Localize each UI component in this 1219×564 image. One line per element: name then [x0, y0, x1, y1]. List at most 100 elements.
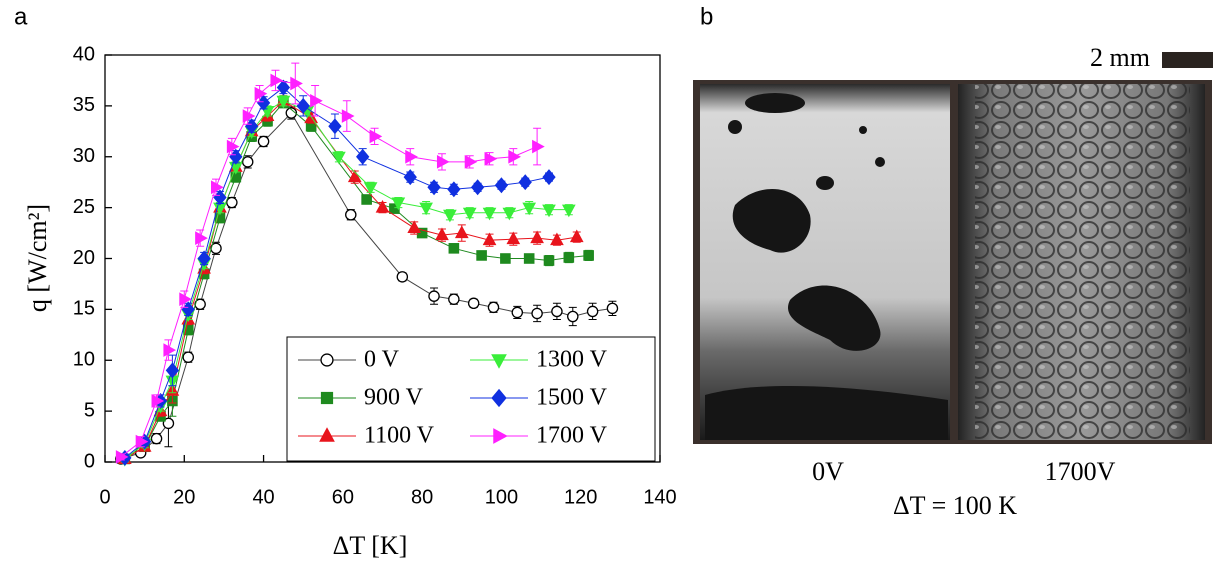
marker — [454, 225, 469, 239]
marker — [543, 255, 555, 266]
marker — [448, 293, 460, 305]
marker — [347, 169, 362, 183]
legend-label: 1500 V — [536, 385, 608, 411]
marker — [416, 227, 428, 239]
x-axis-label: ΔT [K] — [333, 531, 408, 560]
marker — [606, 302, 619, 315]
marker — [197, 250, 211, 267]
marker — [341, 109, 355, 123]
marker — [502, 207, 517, 221]
x-tick-label: 80 — [411, 486, 433, 508]
marker — [226, 139, 240, 154]
marker — [375, 199, 390, 213]
bubble-texture — [975, 84, 1190, 440]
marker — [162, 417, 175, 430]
legend-box — [286, 336, 656, 462]
marker — [276, 79, 291, 96]
marker — [396, 271, 409, 283]
panel-label: a — [14, 3, 28, 30]
legend-label: 1700 V — [536, 423, 608, 449]
marker — [211, 180, 224, 195]
x-tick-label: 40 — [252, 486, 274, 508]
caption: 1700V — [1045, 457, 1116, 486]
marker — [506, 231, 521, 245]
marker — [328, 118, 342, 135]
marker — [464, 154, 478, 169]
plot: 0 20 40 60 80 100 120 140 0 5 10 15 20 25 30 35 40 0 V 900… — [73, 43, 677, 508]
marker — [462, 207, 477, 221]
marker — [310, 93, 323, 108]
y-tick-label: 35 — [73, 94, 95, 116]
marker — [443, 209, 457, 223]
legend-label: 0 V — [364, 347, 400, 373]
marker — [470, 179, 485, 196]
marker — [494, 177, 509, 194]
marker — [319, 427, 335, 442]
y-axis-label: q [W/cm²] — [23, 204, 52, 312]
marker — [419, 202, 433, 216]
marker — [182, 351, 194, 363]
x-tick-label: 0 — [99, 486, 110, 508]
bubbles — [705, 93, 948, 440]
marker — [567, 310, 579, 323]
marker — [484, 151, 498, 166]
scale-bar-label: 2 mm — [1090, 43, 1150, 72]
marker — [270, 73, 284, 88]
marker — [563, 252, 575, 263]
marker — [285, 107, 298, 119]
scale-bar — [1162, 52, 1213, 68]
marker — [320, 353, 334, 367]
marker — [491, 354, 507, 369]
marker — [242, 109, 256, 123]
y-tick-label: 40 — [73, 43, 95, 65]
marker — [257, 135, 270, 148]
marker — [115, 450, 129, 464]
marker — [531, 307, 543, 320]
marker — [551, 305, 563, 318]
y-tick-label: 20 — [73, 247, 95, 269]
y-tick-label: 5 — [84, 399, 95, 421]
panel-label: b — [700, 3, 713, 30]
marker — [151, 394, 165, 408]
marker — [482, 207, 497, 221]
photo-left — [700, 84, 950, 440]
legend-label: 1300 V — [536, 347, 608, 373]
marker — [476, 250, 487, 261]
marker — [195, 231, 208, 245]
marker — [369, 129, 383, 144]
x-tick-label: 140 — [643, 486, 676, 508]
marker — [179, 292, 192, 307]
marker — [482, 232, 497, 246]
legend-label: 1100 V — [364, 423, 435, 449]
marker — [542, 169, 556, 186]
marker — [165, 362, 180, 379]
marker — [523, 253, 535, 264]
marker — [532, 139, 545, 154]
marker — [254, 86, 268, 101]
marker — [493, 428, 508, 444]
marker — [332, 151, 346, 165]
series-line — [124, 102, 589, 460]
marker — [407, 220, 422, 233]
marker — [403, 169, 417, 186]
marker — [361, 194, 372, 205]
marker — [522, 202, 537, 216]
marker — [150, 432, 163, 445]
marker — [428, 290, 440, 302]
marker — [518, 174, 532, 191]
caption: 0V — [812, 457, 844, 486]
marker — [276, 95, 291, 109]
x-tick-label: 100 — [485, 486, 518, 508]
marker — [530, 230, 544, 244]
series-line — [124, 100, 577, 460]
marker — [405, 149, 418, 164]
x-tick-label: 20 — [173, 486, 195, 508]
y-tick-label: 15 — [73, 298, 95, 320]
marker — [391, 197, 406, 211]
y-tick-label: 30 — [73, 145, 95, 167]
y-tick-label: 10 — [73, 349, 95, 371]
condition: ΔT = 100 K — [893, 491, 1017, 520]
marker — [135, 434, 149, 449]
marker — [583, 250, 594, 261]
